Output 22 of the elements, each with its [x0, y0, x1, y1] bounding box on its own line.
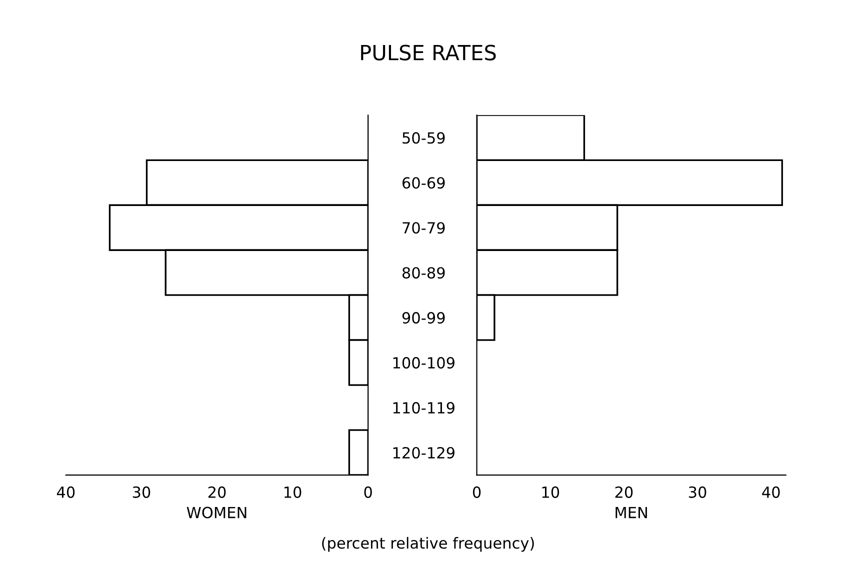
- y-tick-label: 50-59: [402, 132, 445, 144]
- x-tick-label: 40: [762, 486, 780, 498]
- x-tick-label: 20: [615, 486, 633, 498]
- y-tick-label: 100-109: [393, 357, 454, 369]
- text: PULSE RATES: [361, 44, 496, 60]
- y-tick-label: 120-129: [393, 446, 454, 459]
- y-tick-label: 60-69: [402, 177, 445, 189]
- y-tick-label: 110-119: [393, 402, 454, 414]
- x-axis-title: WOMEN: [186, 506, 246, 518]
- y-tick-label: 90-99: [402, 312, 445, 324]
- x-tick-label: 0: [472, 486, 481, 498]
- x-tick-label: 10: [542, 486, 560, 498]
- x-tick-label: 40: [56, 486, 75, 498]
- y-tick-label: 70-79: [402, 222, 445, 234]
- x-tick-label: 30: [688, 486, 706, 498]
- x-tick-label: 20: [208, 486, 226, 498]
- x-tick-label: 30: [132, 486, 150, 498]
- text: (percent relative frequency): [322, 536, 534, 552]
- y-tick-label: 80-89: [402, 267, 445, 279]
- x-axis-title: MEN: [616, 506, 647, 518]
- x-tick-label: 10: [284, 486, 302, 498]
- x-tick-label: 0: [364, 486, 372, 498]
